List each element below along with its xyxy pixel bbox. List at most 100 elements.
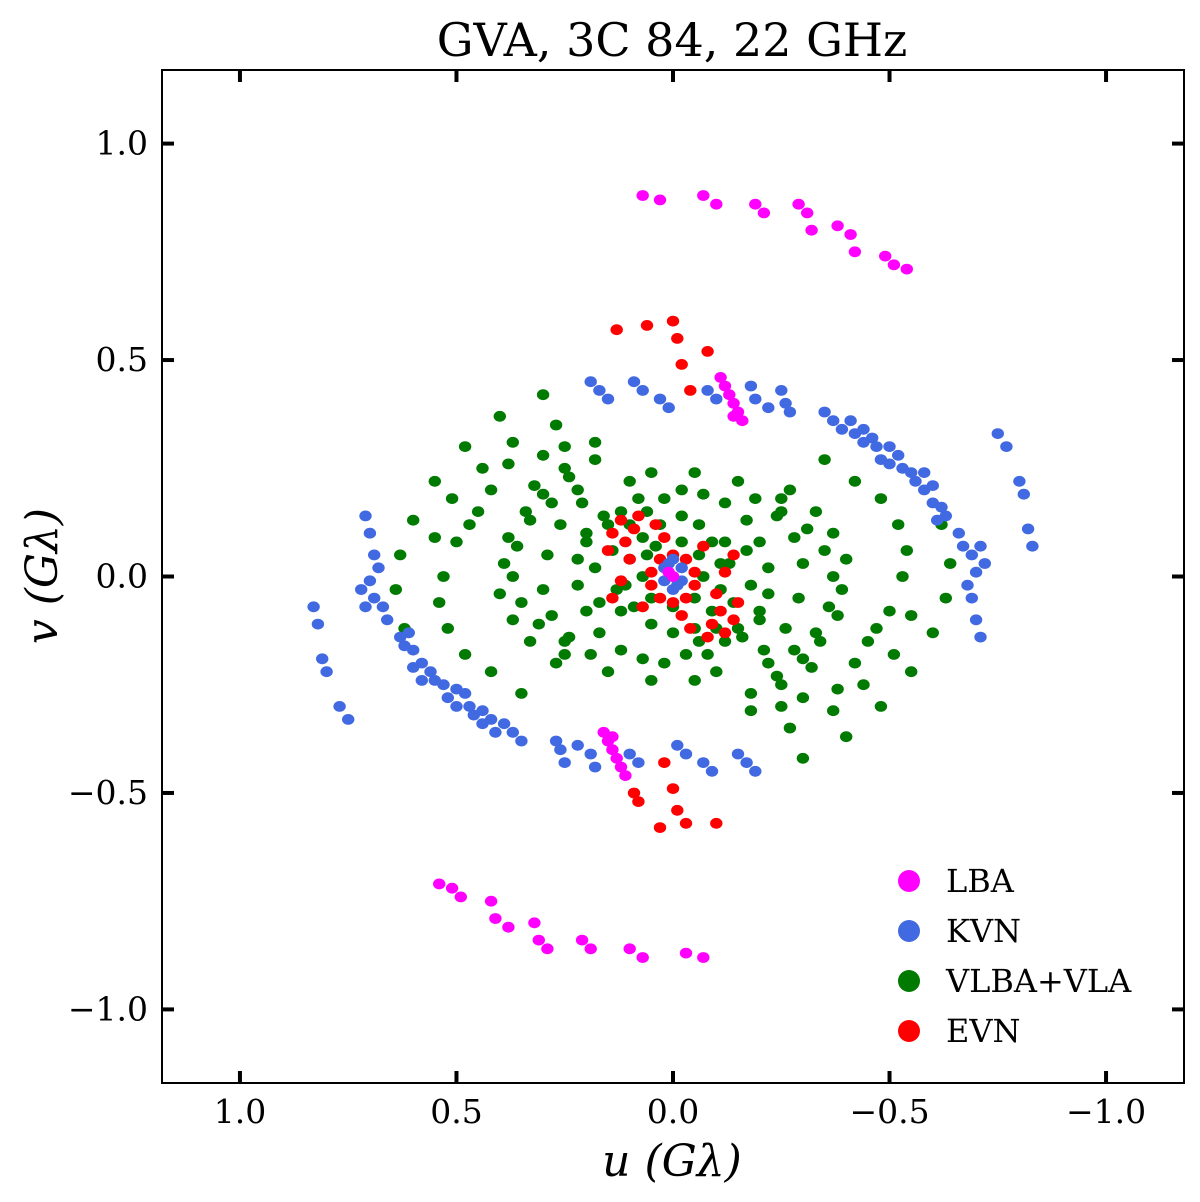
data-point [316,653,329,665]
data-point [610,324,623,336]
data-point [359,601,372,613]
data-point [424,666,437,678]
data-point [363,527,377,539]
data-point [740,545,753,556]
data-point [744,579,758,591]
data-point [697,540,710,552]
data-point [679,592,693,604]
data-point [627,523,641,535]
data-point [445,882,459,894]
data-point [528,917,541,929]
data-point [493,588,506,600]
data-point [515,688,528,699]
data-point [614,506,628,517]
data-point [701,385,714,396]
data-point [727,614,740,626]
data-point [606,592,619,604]
data-point [679,553,693,565]
data-point [342,714,355,725]
data-point [614,575,628,587]
data-point [549,735,563,747]
data-point [541,943,554,955]
data-point [827,527,840,539]
data-point [749,493,762,504]
data-point [454,891,467,903]
data-point [805,224,818,236]
data-point [727,410,740,422]
data-point [705,765,719,777]
data-point [753,605,766,617]
data-point [883,605,896,617]
data-point [796,653,810,665]
data-point [506,436,519,448]
data-point [710,393,723,405]
data-point [407,514,420,526]
data-point [653,822,667,833]
data-point [831,220,844,232]
series-kvn [307,376,1039,777]
data-point [653,194,667,206]
data-point [601,519,615,530]
data-point [740,514,753,526]
data-point [675,536,688,548]
data-point [580,527,593,539]
data-point [597,510,610,522]
data-point [445,493,459,504]
data-point [502,458,515,470]
data-point [359,510,372,522]
data-point [515,597,528,608]
data-point [723,558,736,569]
x-tick-label: −0.5 [849,1092,929,1131]
data-point [606,527,619,539]
data-point [428,475,441,487]
data-points [307,190,1039,963]
data-point [636,190,649,201]
data-point [827,705,840,717]
data-point [675,510,688,522]
data-point [744,688,758,699]
data-point [450,683,463,695]
data-point [463,519,476,530]
data-point [476,718,489,730]
data-point [974,631,987,643]
data-point [935,501,948,513]
data-point [762,562,775,574]
data-point [437,571,450,582]
data-point [697,952,710,963]
data-point [688,467,701,478]
data-point [679,947,693,959]
data-point [969,566,983,578]
data-point [792,198,805,210]
data-point [965,592,978,604]
data-point [1021,523,1035,535]
data-point [896,571,909,582]
data-point [506,571,519,582]
data-point [684,385,697,396]
data-point [926,627,939,639]
data-point [809,627,823,639]
data-point [757,207,771,219]
data-point [714,372,727,383]
data-point [463,701,476,712]
data-point [710,198,723,210]
data-point [905,467,918,478]
data-point [636,653,649,665]
data-point [714,558,727,569]
data-point [476,462,489,474]
data-point [679,817,693,829]
data-point [532,618,545,630]
data-point [523,636,537,647]
data-point [497,558,511,569]
data-point [549,657,563,669]
legend-marker [898,1020,920,1042]
data-point [749,198,762,210]
data-point [883,441,896,452]
legend-label: EVN [946,1012,1020,1050]
data-point [792,592,805,604]
data-point [744,380,758,392]
data-point [658,532,671,543]
data-point [632,510,645,522]
data-point [857,679,870,691]
data-point [848,475,862,487]
